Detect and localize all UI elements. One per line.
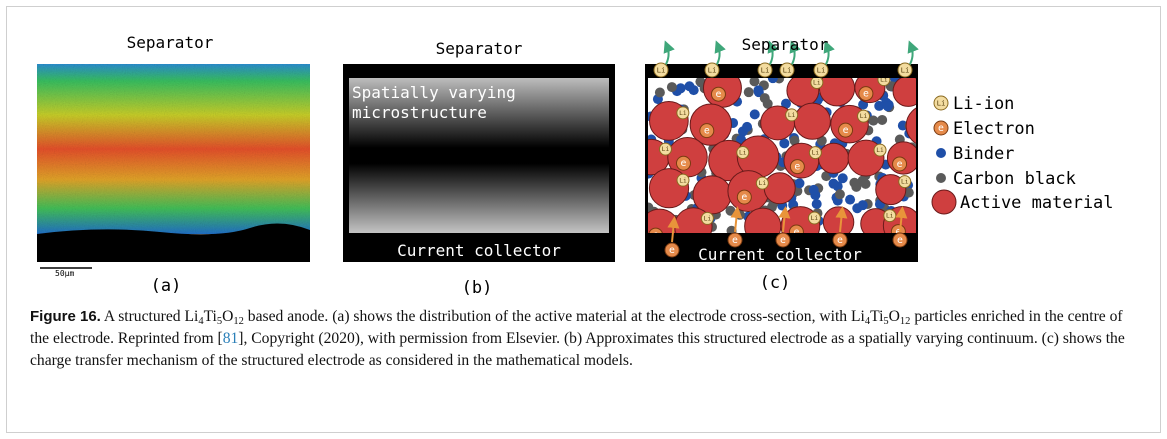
li-ion-icon: Li (662, 146, 670, 153)
active-particle (794, 103, 830, 139)
legend-swatch (936, 148, 946, 158)
li-ion-icon: Li (704, 216, 712, 223)
additive (849, 178, 859, 188)
panel-tag: (c) (760, 273, 791, 293)
caption-text: Ti (204, 308, 217, 325)
legend-label: Electron (953, 119, 1035, 139)
collector-label: Current collector (698, 245, 862, 264)
ion-arrow (909, 46, 913, 66)
electron-icon: e (704, 125, 710, 136)
subscript: 12 (900, 316, 911, 327)
caption-label: Figure 16. (30, 308, 101, 325)
reference-link[interactable]: 81 (223, 330, 239, 347)
caption-text: O (222, 308, 233, 325)
additive (753, 85, 763, 95)
li-ion-icon: Li (937, 98, 946, 107)
additive (676, 83, 686, 93)
li-ion-icon: Li (817, 65, 826, 74)
li-ion-icon: Li (811, 215, 819, 222)
scale-bar-label: 50µm (55, 269, 74, 278)
electron-icon: e (897, 159, 903, 170)
additive (877, 115, 887, 125)
additive (858, 200, 868, 210)
subscript: 12 (233, 316, 244, 327)
additive (750, 109, 760, 119)
caption: Figure 16. A structured Li4Ti5O12 based … (30, 306, 1130, 372)
li-ion-icon: Li (886, 213, 894, 220)
additive (684, 81, 694, 91)
additive (835, 189, 845, 199)
electron-icon: e (794, 161, 800, 172)
electron-icon: e (741, 192, 747, 203)
separator-label: Separator (127, 33, 214, 52)
caption-text: Ti (870, 308, 883, 325)
separator-label: Separator (742, 35, 829, 54)
electron-icon: e (843, 125, 849, 136)
legend-label: Carbon black (953, 169, 1076, 189)
heatmap-texture (37, 64, 310, 234)
electron-icon: e (681, 158, 687, 169)
electron-icon: e (897, 235, 903, 246)
li-ion-icon: Li (783, 65, 792, 74)
active-particle (764, 173, 795, 204)
legend-label: Binder (953, 144, 1014, 164)
li-ion-icon: Li (657, 65, 666, 74)
panel-tag: (a) (151, 276, 182, 296)
li-ion-icon: Li (860, 113, 868, 120)
electron-icon: e (669, 245, 675, 256)
li-ion-icon: Li (679, 110, 687, 117)
li-ion-icon: Li (761, 65, 770, 74)
additive (812, 199, 822, 209)
legend-swatch (936, 173, 946, 183)
li-ion-icon: Li (812, 150, 820, 157)
additive (828, 179, 838, 189)
li-ion-icon: Li (679, 177, 687, 184)
additive (861, 179, 871, 189)
page: Separator 50µm (a) Separator Spatially v… (0, 0, 1167, 439)
li-ion-icon: Li (788, 112, 796, 119)
caption-text: O (889, 308, 900, 325)
inner-label: Spatially varying (352, 83, 516, 102)
li-ion-icon: Li (876, 147, 884, 154)
additive (794, 178, 804, 188)
legend-label: Active material (960, 193, 1114, 213)
caption-text: A structured Li (101, 308, 198, 325)
additive (655, 87, 665, 97)
legend-swatch (932, 190, 956, 214)
additive (809, 185, 819, 195)
inner-label: microstructure (352, 103, 487, 122)
additive (742, 122, 752, 132)
electron-icon: e (715, 89, 721, 100)
additive (838, 173, 848, 183)
active-particle (819, 143, 849, 173)
ion-arrow (665, 46, 669, 66)
additive (744, 87, 754, 97)
figure: Separator 50µm (a) Separator Spatially v… (0, 0, 1167, 439)
collector-label: Current collector (397, 241, 561, 260)
separator-label: Separator (436, 39, 523, 58)
additive (760, 93, 770, 103)
electron-icon: e (938, 123, 944, 134)
ion-arrow (716, 46, 720, 66)
additive (883, 101, 893, 111)
panel-tag: (b) (462, 278, 493, 298)
caption-text: based anode. (a) shows the distribution … (244, 308, 865, 325)
legend: Li Li-ion e Electron Binder Carbon black Activ… (932, 94, 1114, 214)
li-ion-icon: Li (739, 150, 747, 157)
active-particle (893, 76, 923, 106)
electron-icon: e (863, 88, 869, 99)
li-ion-icon: Li (759, 180, 767, 187)
additive (667, 82, 677, 92)
li-ion-icon: Li (901, 65, 910, 74)
additive (845, 195, 855, 205)
legend-label: Li-ion (953, 94, 1014, 114)
li-ion-icon: Li (813, 80, 821, 87)
li-ion-icon: Li (708, 65, 717, 74)
li-ion-icon: Li (901, 179, 909, 186)
